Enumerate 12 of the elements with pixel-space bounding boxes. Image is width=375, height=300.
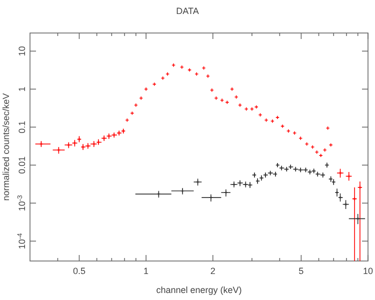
x-tick-label: 1 — [144, 266, 149, 276]
x-tick-label: 2 — [210, 266, 216, 276]
x-tick-label: 5 — [298, 266, 304, 276]
x-tick-label: 10 — [362, 266, 374, 276]
y-tick-label: 10 — [17, 46, 27, 56]
chart-title: DATA — [176, 6, 199, 16]
x-tick-label: 0.5 — [72, 266, 86, 276]
y-tick-label: 0.01 — [17, 156, 27, 174]
y-axis-title: normalized counts/sec/keV — [1, 93, 11, 201]
x-axis-title: channel energy (keV) — [156, 285, 242, 295]
y-tick-label: 0.1 — [17, 120, 27, 134]
y-tick-label: 1 — [17, 86, 27, 92]
